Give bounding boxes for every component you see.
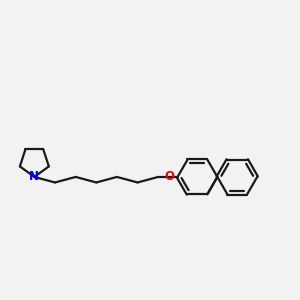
Text: N: N: [29, 170, 39, 183]
Text: O: O: [164, 170, 174, 183]
